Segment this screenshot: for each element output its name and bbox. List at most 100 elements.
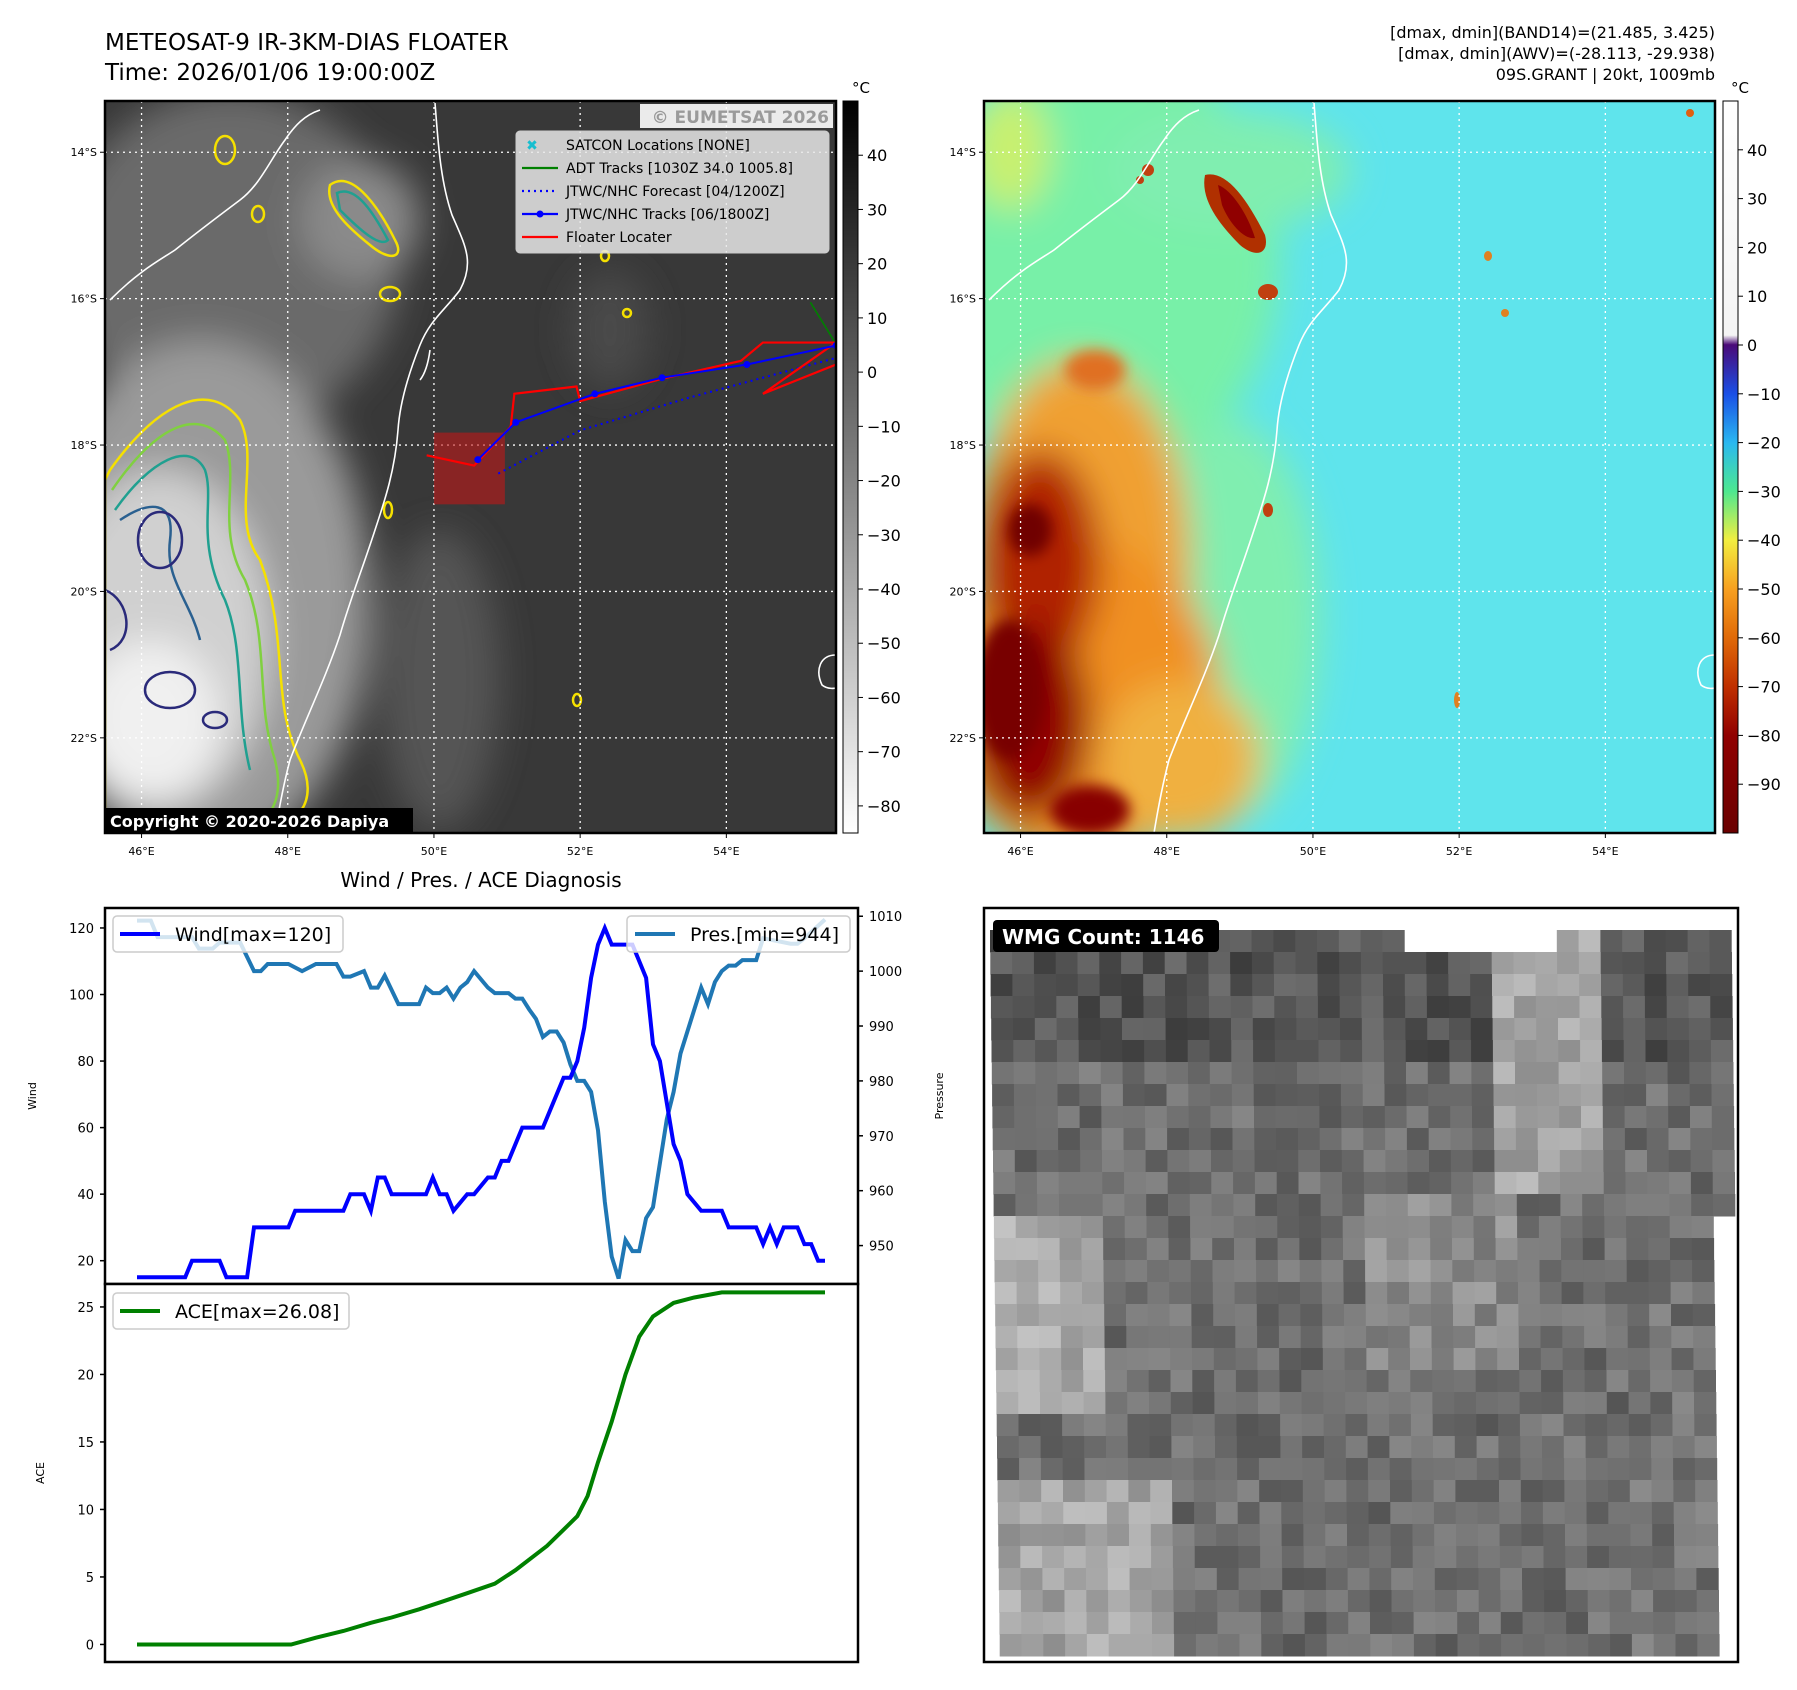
wmg-pixel [1012,996,1035,1019]
wmg-pixel [1431,1348,1455,1371]
legend-marker-icon [536,210,544,218]
wmg-pixel [1190,1238,1213,1261]
wmg-pixel [1147,1282,1170,1305]
wmg-pixel [1036,1150,1059,1173]
wmg-pixel [1541,1414,1564,1437]
wmg-pixel [1666,996,1689,1019]
wmg-pixel [1339,996,1362,1019]
wmg-pixel [1565,1524,1588,1547]
wmg-pixel [1060,1304,1083,1327]
y-tick-label: 960 [869,1185,894,1200]
wmg-pixel [1298,1172,1321,1195]
wmg-pixel [1514,1018,1537,1041]
wmg-pixel [1015,1216,1038,1239]
wmg-pixel [1433,1436,1456,1459]
wmg-pixel [1085,1546,1108,1569]
wmg-pixel [1390,1502,1413,1525]
wmg-pixel [1450,1128,1473,1151]
wmg-pixel [1064,1612,1088,1635]
wmg-pixel [1235,1370,1259,1393]
wmg-pixel [1390,1524,1413,1547]
info-awv: [dmax, dmin](AWV)=(-28.113, -29.938) [1398,44,1715,63]
wmg-pixel [1365,1282,1388,1305]
wmg-pixel [1646,1106,1669,1129]
wmg-pixel [1687,930,1710,953]
wmg-pixel [1084,1436,1107,1459]
wmg-pixel [1129,1524,1152,1547]
wmg-pixel [1651,1502,1675,1525]
wmg-pixel [1042,1590,1065,1613]
legend-entry: Floater Locater [522,230,672,246]
wmg-pixel [1540,1348,1564,1371]
wmg-pixel [1121,996,1144,1019]
wmg-pixel [1601,996,1624,1019]
wmg-pixel [1169,1282,1192,1305]
wmg-pixel [1491,952,1514,975]
wmg-pixel [1580,1040,1603,1063]
colorbar-tick-label: −80 [867,797,901,816]
wmg-pixel [1542,1458,1565,1481]
wmg-pixel [1122,1018,1145,1041]
wmg-pixel [1365,1304,1389,1327]
wmg-pixel [1128,1502,1151,1525]
wmg-pixel [999,1612,1022,1635]
wmg-pixel [1493,1062,1516,1085]
wmg-pixel [1382,930,1405,953]
wmg-pixel [1014,1106,1037,1129]
wmg-pixel [1346,1458,1369,1481]
wmg-pixel [1256,1304,1280,1327]
wmg-pixel [1033,952,1057,975]
lat-tick-label: 22°S [71,732,97,745]
wmg-pixel [1259,1502,1282,1525]
wmg-pixel [1152,1634,1175,1657]
wmg-pixel [1121,952,1144,975]
wmg-pixel [1127,1436,1151,1459]
wmg-pixel [1672,1436,1696,1459]
wmg-pixel [1675,1612,1698,1635]
wmg-pixel [1042,1568,1065,1591]
wmg-pixel [1368,1480,1391,1503]
wmg-pixel [1063,1502,1086,1525]
wmg-pixel [991,1040,1014,1063]
wmg-pixel [1323,1392,1346,1415]
y-tick-label: 1000 [869,965,902,980]
wmg-pixel [1499,1546,1523,1569]
wmg-pixel [1211,1172,1234,1195]
wmg-pixel [1410,1414,1434,1437]
wmg-pixel [1517,1216,1540,1239]
wmg-pixel [1624,1062,1647,1085]
wmg-pixel [1630,1524,1653,1547]
wmg-pixel [1281,1480,1304,1503]
wmg-pixel [1539,1260,1562,1283]
wmg-pixel [1449,1040,1472,1063]
legend-label: JTWC/NHC Forecast [04/1200Z] [565,184,785,200]
wmg-pixel [1516,1150,1539,1173]
wmg-pixel [1694,1414,1717,1437]
wmg-pixel [994,1282,1018,1305]
wmg-pixel [1454,1392,1477,1415]
wmg-pixel [993,1194,1016,1217]
wmg-pixel [1077,974,1101,997]
wmg-pixel [1427,1062,1451,1085]
wmg-pixel [1280,1414,1303,1437]
wmg-pixel [1475,1348,1498,1371]
wmg-pixel [1557,996,1580,1019]
wmg-pixel [1653,1612,1676,1635]
ir-map: © EUMETSAT 2026 ✖ SATCON Locations [NONE]… [105,101,836,833]
y-tick-label: 100 [69,989,94,1004]
wmg-pixel [1261,1612,1284,1635]
wmg-pixel [1012,952,1035,975]
wmg-pixel [1303,1524,1326,1547]
y-tick-label: 40 [77,1188,94,1203]
wmg-pixel [1649,1304,1672,1327]
wmg-pixel [1282,1612,1306,1635]
wmg-pixel [1492,1018,1515,1041]
wmg-pixel [1278,1282,1301,1305]
wmg-pixel [1148,1348,1171,1371]
y-tick-label: 20 [77,1368,94,1383]
wmg-pixel [1258,1458,1282,1481]
wmg-pixel [1129,1568,1152,1591]
wmg-pixel [1472,1106,1495,1129]
wmg-pixel [1560,1194,1583,1217]
wmg-pixel [1258,1392,1281,1415]
